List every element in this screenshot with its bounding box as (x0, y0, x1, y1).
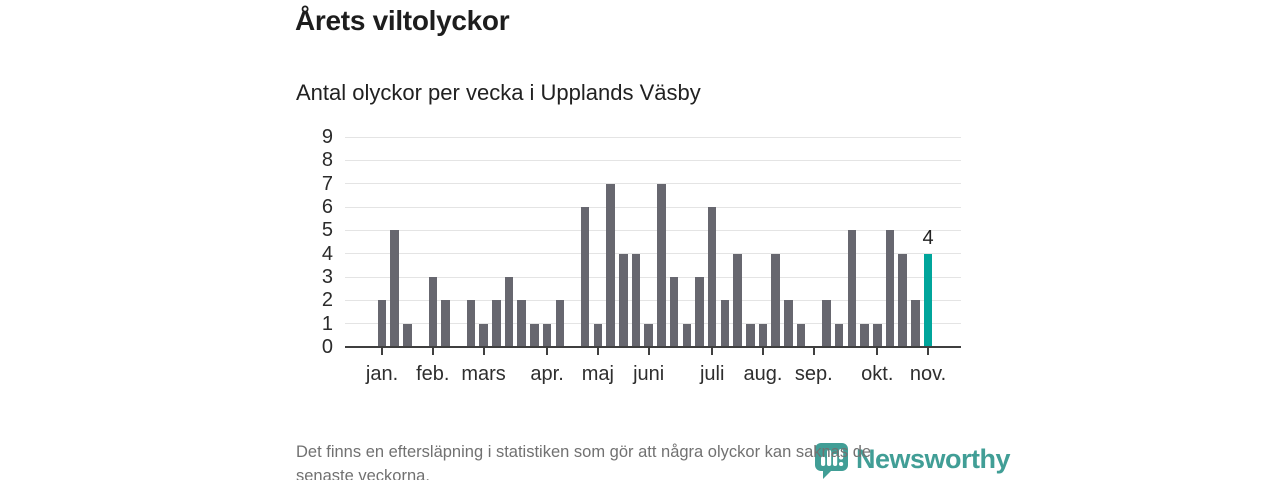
bar (390, 230, 399, 347)
x-axis-label: jan. (365, 363, 399, 385)
chart-subtitle: Antal olyckor per vecka i Upplands Väsby (296, 80, 701, 105)
bar (428, 277, 438, 347)
bar (885, 230, 895, 347)
x-axis-label: juni (633, 363, 665, 385)
bar (771, 253, 780, 347)
y-gridline (345, 136, 961, 138)
x-axis-tick (762, 348, 764, 355)
bar (822, 300, 831, 347)
bar (796, 323, 806, 347)
bar (911, 300, 920, 347)
bar (682, 323, 692, 347)
bar (784, 300, 793, 347)
bar (619, 253, 628, 347)
x-axis-label: mars (461, 363, 506, 385)
footer-note-line1: Det finns en eftersläpning i statistiken… (296, 443, 872, 461)
bar (657, 183, 666, 347)
x-axis-line (345, 346, 961, 348)
bar (377, 300, 387, 347)
y-gridline (345, 183, 961, 185)
x-axis-label: aug. (743, 363, 783, 385)
y-axis-label: 3 (321, 266, 333, 288)
bar (492, 300, 501, 347)
x-axis-tick (482, 348, 485, 355)
y-axis-label: 6 (321, 196, 333, 218)
y-axis-label: 9 (321, 126, 333, 148)
bar (695, 277, 704, 347)
y-gridline (345, 159, 961, 161)
bar (555, 300, 565, 347)
bar (517, 300, 526, 347)
y-gridline (345, 229, 961, 231)
bar (860, 323, 869, 347)
bar (847, 230, 857, 347)
bar (873, 323, 882, 347)
y-axis-label: 8 (321, 149, 333, 172)
bar (746, 323, 755, 347)
y-gridline (345, 323, 961, 325)
x-axis-label: okt. (861, 363, 894, 385)
x-axis-label: maj (581, 363, 614, 385)
y-axis-label: 1 (321, 312, 333, 335)
y-gridline (345, 206, 961, 208)
bar (720, 300, 730, 347)
y-axis-label: 0 (321, 336, 333, 358)
x-axis-tick (431, 348, 434, 355)
bar (707, 207, 717, 347)
y-axis-label: 7 (321, 172, 333, 195)
bar (466, 300, 476, 347)
x-axis-tick (647, 348, 650, 355)
y-axis-label: 5 (321, 219, 333, 242)
bar (593, 323, 603, 347)
bar (479, 323, 488, 347)
bar (542, 323, 552, 347)
bar-highlighted (923, 253, 933, 347)
x-axis-tick (596, 348, 599, 355)
newsworthy-wordmark: Newsworthy (856, 444, 1011, 474)
x-axis-label: sep. (794, 363, 833, 385)
y-gridline (345, 253, 961, 255)
footer-note-line2: senaste veckorna. (296, 467, 430, 480)
footer-note: Det finns en eftersläpning i statistiken… (296, 440, 871, 480)
bar (898, 253, 907, 347)
x-axis-tick (927, 348, 930, 355)
x-axis-tick (812, 348, 815, 355)
y-gridline (345, 276, 961, 278)
page-title: Årets viltolyckor (295, 5, 510, 36)
bar (834, 323, 844, 347)
y-gridline (345, 299, 961, 301)
x-axis-label: feb. (416, 363, 450, 385)
bar (631, 253, 641, 347)
x-axis-label: nov. (909, 363, 947, 385)
bar-value-label: 4 (922, 226, 934, 249)
bar (504, 277, 514, 347)
bar (580, 207, 590, 347)
bar (403, 323, 412, 347)
x-axis-tick (711, 348, 714, 355)
bar (441, 300, 450, 347)
bar (530, 323, 539, 347)
x-axis-tick (546, 348, 549, 355)
x-axis-tick (876, 348, 879, 355)
bar (758, 323, 768, 347)
newsworthy-bubble-chart-icon (813, 441, 850, 479)
x-axis-tick (381, 348, 383, 355)
bar (644, 323, 653, 347)
x-axis-label: juli (699, 363, 725, 385)
x-axis-label: apr. (530, 363, 564, 385)
plot-area: 0 1 2 3 4 5 6 7 8 9 jan. feb. mars apr. maj juni juli aug… (322, 126, 961, 385)
bar (669, 277, 679, 347)
bar (606, 183, 615, 347)
bar (733, 253, 742, 347)
y-axis-label: 2 (321, 289, 333, 312)
newsworthy-logo: Newsworthy (813, 441, 1011, 479)
y-axis-label: 4 (321, 242, 333, 265)
